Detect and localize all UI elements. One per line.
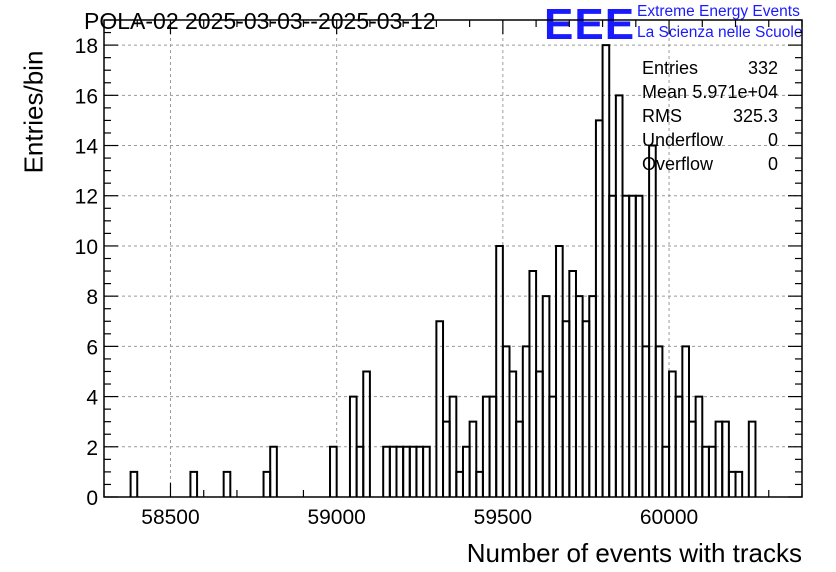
histogram-bin-46 [435,320,445,497]
logo-line-2: La Scienza nelle Scuole [637,24,803,41]
histogram-bin-9 [189,470,199,497]
stats-label: Mean [642,82,688,102]
histogram-bin-0 [129,470,139,497]
stats-label: Entries [642,58,699,78]
y-tick-label-0: 0 [86,487,98,510]
x-tick-label-0: 58500 [141,506,199,529]
histogram-bin-89 [721,420,730,497]
stats-box: Entries 332 Mean 5.971e+04 RMS 325.3 Underflow… [642,58,778,178]
stats-value: 5.971e+04 [692,82,778,102]
y-tick-label-7: 14 [75,136,99,159]
histogram-bin-35 [362,370,371,497]
y-tick-label-5: 10 [75,236,98,259]
chart-title: POLA-02 2025-03-03--2025-03-12 [84,8,436,34]
histogram-bin-30 [329,445,338,497]
histogram-bin-14 [222,470,232,497]
stats-row-rms: RMS 325.3 [642,106,778,130]
stats-label: RMS [642,106,682,126]
y-tick-label-9: 18 [75,35,98,58]
x-tick-label-3: 60000 [640,506,698,529]
stats-row-underflow: Underflow 0 [642,130,778,154]
histogram-bin-79 [654,345,664,497]
logo-line-1: Extreme Energy Events [637,3,800,20]
histogram-bin-44 [422,445,431,497]
stats-value: 0 [767,154,778,174]
histogram-bin-93 [747,420,757,497]
histogram-bin-21 [269,445,278,497]
histogram-bin-78 [648,144,657,497]
stats-row-overflow: Overflow 0 [642,154,778,178]
stats-label: Underflow [642,130,724,150]
y-tick-label-3: 6 [86,336,98,359]
y-tick-label-1: 2 [86,437,98,460]
histogram-bin-91 [734,470,744,497]
y-tick-label-8: 16 [75,85,98,108]
y-tick-label-6: 12 [75,186,98,209]
eee-logo: EEE [544,0,636,49]
stats-row-entries: Entries 332 [642,58,778,82]
y-tick-label-4: 8 [86,286,98,309]
x-axis-label: Number of events with tracks [466,538,802,568]
x-tick-label-2: 59500 [474,506,532,529]
stats-value: 325.3 [732,106,778,126]
stats-value: 332 [747,58,778,78]
stats-value: 0 [767,130,778,150]
histogram-bin-51 [468,420,478,497]
x-tick-label-1: 59000 [307,506,365,529]
stats-row-mean: Mean 5.971e+04 [642,82,778,106]
stats-label: Overflow [642,154,714,174]
histogram-bin-48 [448,395,458,497]
y-tick-label-2: 4 [86,387,98,410]
